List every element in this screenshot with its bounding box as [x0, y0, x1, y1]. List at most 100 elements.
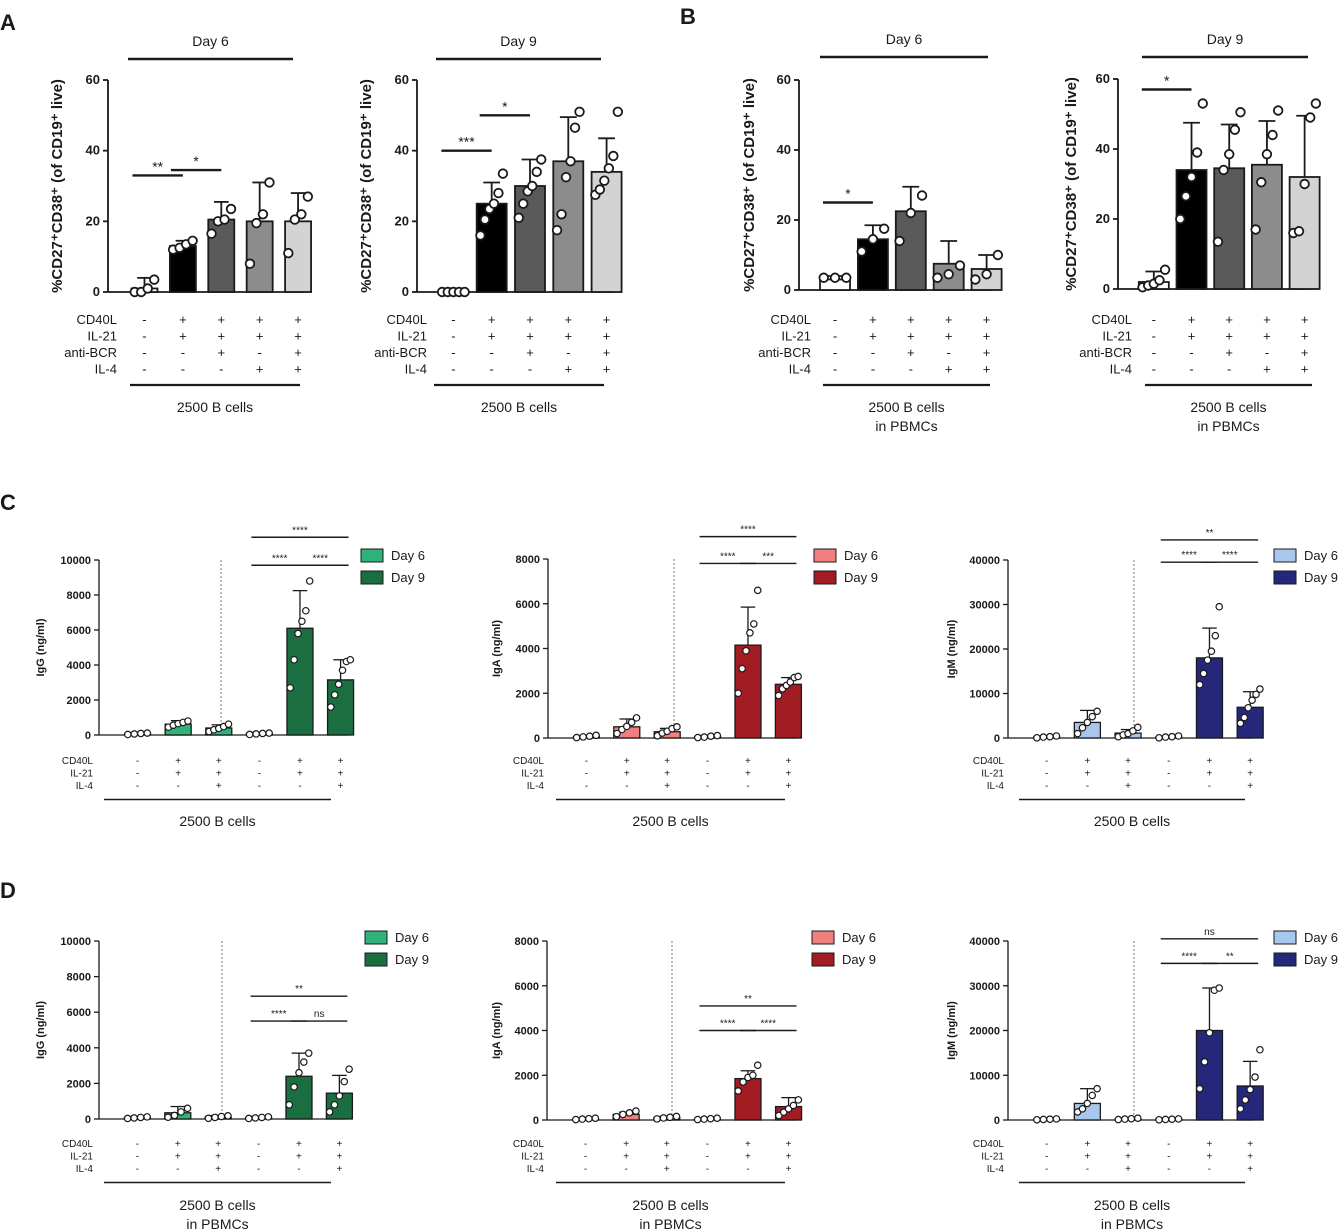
- condition-sign: +: [526, 312, 534, 327]
- data-point: [527, 180, 538, 192]
- y-tick-label: 8000: [67, 972, 91, 984]
- significance-label: ****: [272, 553, 288, 564]
- condition-sign: +: [1188, 329, 1196, 344]
- legend-swatch: [360, 548, 384, 563]
- condition-sign: +: [297, 756, 303, 767]
- y-tick-label: 0: [402, 284, 409, 299]
- data-point: [794, 1096, 803, 1104]
- data-point: [290, 655, 298, 664]
- data-point: [1236, 1105, 1245, 1113]
- condition-sign: +: [983, 329, 991, 344]
- condition-sign: +: [1207, 769, 1213, 780]
- condition-sign: +: [1188, 312, 1196, 327]
- data-point: [124, 730, 132, 739]
- panel-label-c: C: [0, 490, 16, 515]
- data-point: [1073, 729, 1082, 738]
- condition-sign: -: [136, 1152, 139, 1163]
- condition-sign: +: [179, 312, 187, 327]
- data-point: [578, 1115, 587, 1123]
- y-axis-label: IgG (ng/ml): [35, 618, 47, 676]
- condition-label: IL-21: [981, 1152, 1004, 1163]
- data-point: [304, 1049, 313, 1057]
- y-axis-label: IgM (ng/ml): [946, 619, 958, 678]
- data-point: [302, 191, 314, 202]
- condition-label: IL-4: [95, 362, 117, 377]
- condition-sign: -: [1086, 781, 1089, 792]
- data-point: [513, 212, 524, 224]
- panel-label-d: D: [0, 878, 16, 903]
- condition-label: anti-BCR: [64, 345, 117, 360]
- significance-label: ****: [740, 525, 756, 536]
- condition-sign: +: [1125, 756, 1131, 767]
- y-tick-label: 60: [777, 72, 791, 87]
- condition-sign: -: [746, 1164, 749, 1175]
- data-point: [734, 689, 743, 698]
- condition-sign: +: [336, 1139, 342, 1150]
- data-point: [622, 722, 631, 731]
- data-point: [1046, 1115, 1054, 1123]
- data-point: [245, 730, 254, 739]
- bar: [1195, 1029, 1224, 1121]
- data-point: [531, 166, 542, 178]
- condition-sign: -: [142, 362, 146, 377]
- data-point: [264, 1113, 273, 1121]
- data-point: [632, 714, 641, 722]
- panel-label-b: B: [680, 4, 696, 29]
- data-point: [713, 1114, 721, 1123]
- data-point: [1121, 1115, 1129, 1123]
- legend-swatch: [1273, 570, 1297, 585]
- data-point: [1215, 984, 1224, 992]
- condition-sign: +: [603, 362, 611, 377]
- data-point: [1203, 656, 1212, 664]
- legend-swatch: [813, 570, 837, 585]
- condition-sign: +: [1084, 1139, 1090, 1150]
- condition-sign: -: [297, 1164, 300, 1175]
- data-point: [1207, 647, 1216, 656]
- condition-sign: +: [983, 362, 991, 377]
- condition-sign: -: [584, 1164, 587, 1175]
- data-point: [164, 1113, 172, 1122]
- legend-swatch: [811, 930, 835, 945]
- data-point: [1229, 124, 1241, 135]
- y-tick-label: 0: [784, 282, 791, 297]
- data-point: [1251, 1073, 1259, 1081]
- condition-sign: -: [706, 756, 709, 767]
- condition-sign: -: [181, 362, 185, 377]
- condition-sign: -: [1045, 1139, 1048, 1150]
- condition-sign: +: [1125, 781, 1131, 792]
- bar: [285, 1075, 313, 1120]
- y-tick-label: 0: [994, 1115, 1000, 1127]
- condition-sign: -: [871, 362, 875, 377]
- y-tick-label: 0: [1103, 281, 1110, 296]
- data-point: [143, 1113, 151, 1121]
- data-point: [1033, 1115, 1041, 1124]
- condition-sign: +: [294, 362, 302, 377]
- chart-b-day6: 0 20 40 60 %CD27⁺CD38⁺ (of CD19⁺ live) Day 6 *…: [741, 31, 1004, 434]
- footer-label: in PBMCs: [875, 418, 937, 434]
- y-tick-label: 40: [777, 142, 791, 157]
- condition-sign: +: [175, 1152, 181, 1163]
- condition-sign: +: [336, 1164, 342, 1175]
- data-point: [1256, 685, 1264, 693]
- chart-a-day9: 0 20 40 60 %CD27⁺CD38⁺ (of CD19⁺ live) Day 9 *…: [358, 33, 624, 415]
- condition-sign: -: [1045, 1164, 1048, 1175]
- condition-sign: +: [1125, 1139, 1131, 1150]
- data-point: [706, 1114, 715, 1123]
- data-point: [130, 730, 139, 738]
- y-tick-label: 20: [395, 213, 409, 228]
- data-point: [599, 175, 610, 186]
- condition-sign: -: [566, 345, 570, 360]
- bar: [1175, 169, 1208, 290]
- data-point: [497, 168, 509, 179]
- data-point: [290, 1083, 298, 1091]
- condition-sign: -: [1167, 1164, 1170, 1175]
- data-point: [1046, 732, 1054, 741]
- data-point: [591, 1114, 600, 1123]
- data-point: [585, 1114, 593, 1123]
- data-point: [1186, 171, 1197, 183]
- condition-sign: +: [217, 345, 225, 360]
- condition-sign: -: [909, 362, 913, 377]
- condition-sign: +: [216, 769, 222, 780]
- condition-sign: +: [1207, 1152, 1213, 1163]
- data-point: [1161, 733, 1170, 741]
